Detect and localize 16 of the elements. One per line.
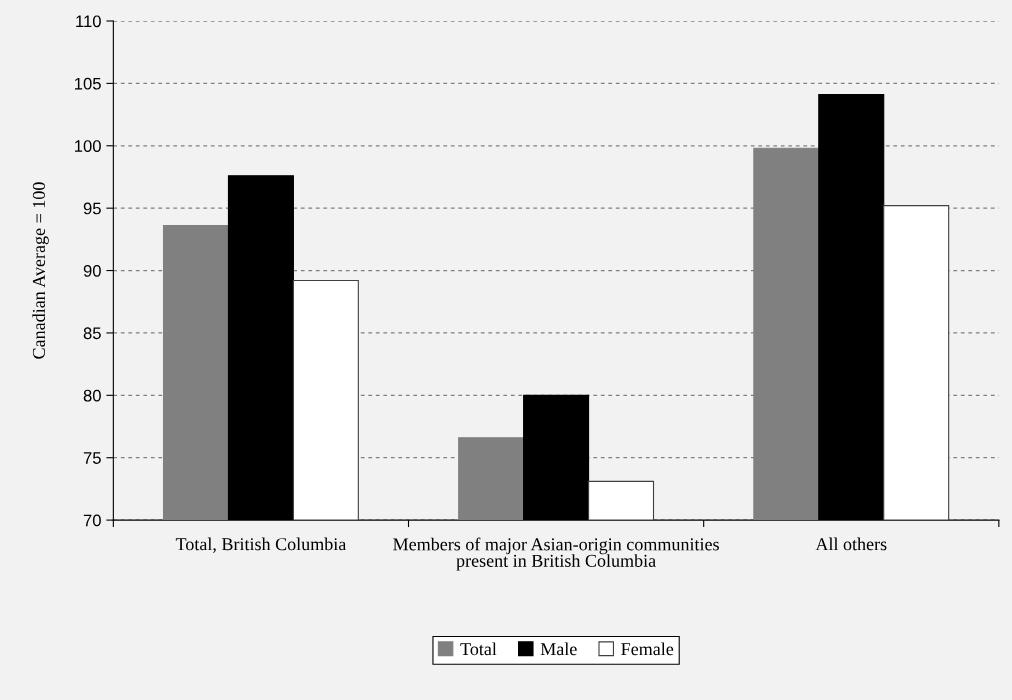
x-tick-label: Total, British Columbia: [175, 537, 347, 553]
y-tick-label: 110: [76, 15, 101, 28]
y-tick-label: 90: [83, 264, 101, 277]
y-tick-label: 95: [83, 202, 101, 215]
y-tick-label: 105: [75, 77, 101, 90]
x-tick-label: Members of major Asian-origin communities present in British Columbia: [393, 537, 719, 571]
y-tick-label: 75: [83, 452, 101, 464]
y-tick-label: 100: [75, 140, 101, 152]
legend-label: Female: [621, 642, 674, 656]
y-tick-label: 85: [83, 327, 101, 340]
legend-label: Male: [540, 642, 577, 656]
y-axis-title: Canadian Average = 100: [32, 182, 49, 359]
y-tick-label: 80: [83, 389, 101, 402]
y-tick-label: 70: [83, 514, 101, 527]
legend-label: Total: [460, 642, 497, 656]
x-tick-label: All others: [815, 537, 887, 551]
